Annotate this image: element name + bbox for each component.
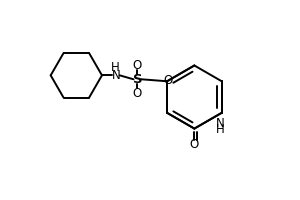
Text: O: O — [190, 138, 199, 151]
Text: H: H — [110, 61, 119, 74]
Text: N: N — [216, 117, 225, 130]
Text: S: S — [133, 73, 142, 86]
Text: H: H — [216, 123, 225, 136]
Text: O: O — [164, 74, 173, 87]
Text: N: N — [111, 69, 120, 82]
Text: O: O — [133, 87, 142, 100]
Text: O: O — [133, 59, 142, 72]
